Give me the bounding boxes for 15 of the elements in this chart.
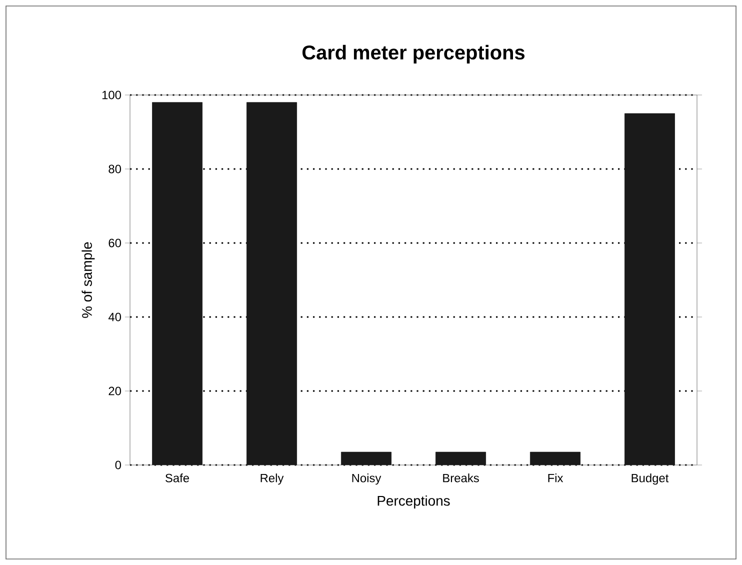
chart-title: Card meter perceptions bbox=[302, 44, 524, 64]
y-tick-label: 40 bbox=[108, 312, 122, 322]
y-tick-label: 100 bbox=[102, 90, 122, 100]
y-tick-label: 0 bbox=[115, 460, 122, 470]
y-tick-label: 60 bbox=[108, 238, 122, 248]
x-axis-title: Perceptions bbox=[378, 496, 450, 508]
x-tick-label: Budget bbox=[632, 474, 669, 485]
x-tick-label: Noisy bbox=[352, 474, 382, 485]
x-tick-label: Breaks bbox=[443, 474, 479, 482]
x-tick-label: Safe bbox=[166, 474, 190, 482]
y-axis-title: % of sample bbox=[82, 242, 95, 318]
x-tick-label: Rely bbox=[260, 474, 284, 485]
x-tick-label: Fix bbox=[548, 474, 564, 482]
y-tick-label: 80 bbox=[108, 164, 122, 174]
y-tick-label: 20 bbox=[108, 386, 122, 396]
